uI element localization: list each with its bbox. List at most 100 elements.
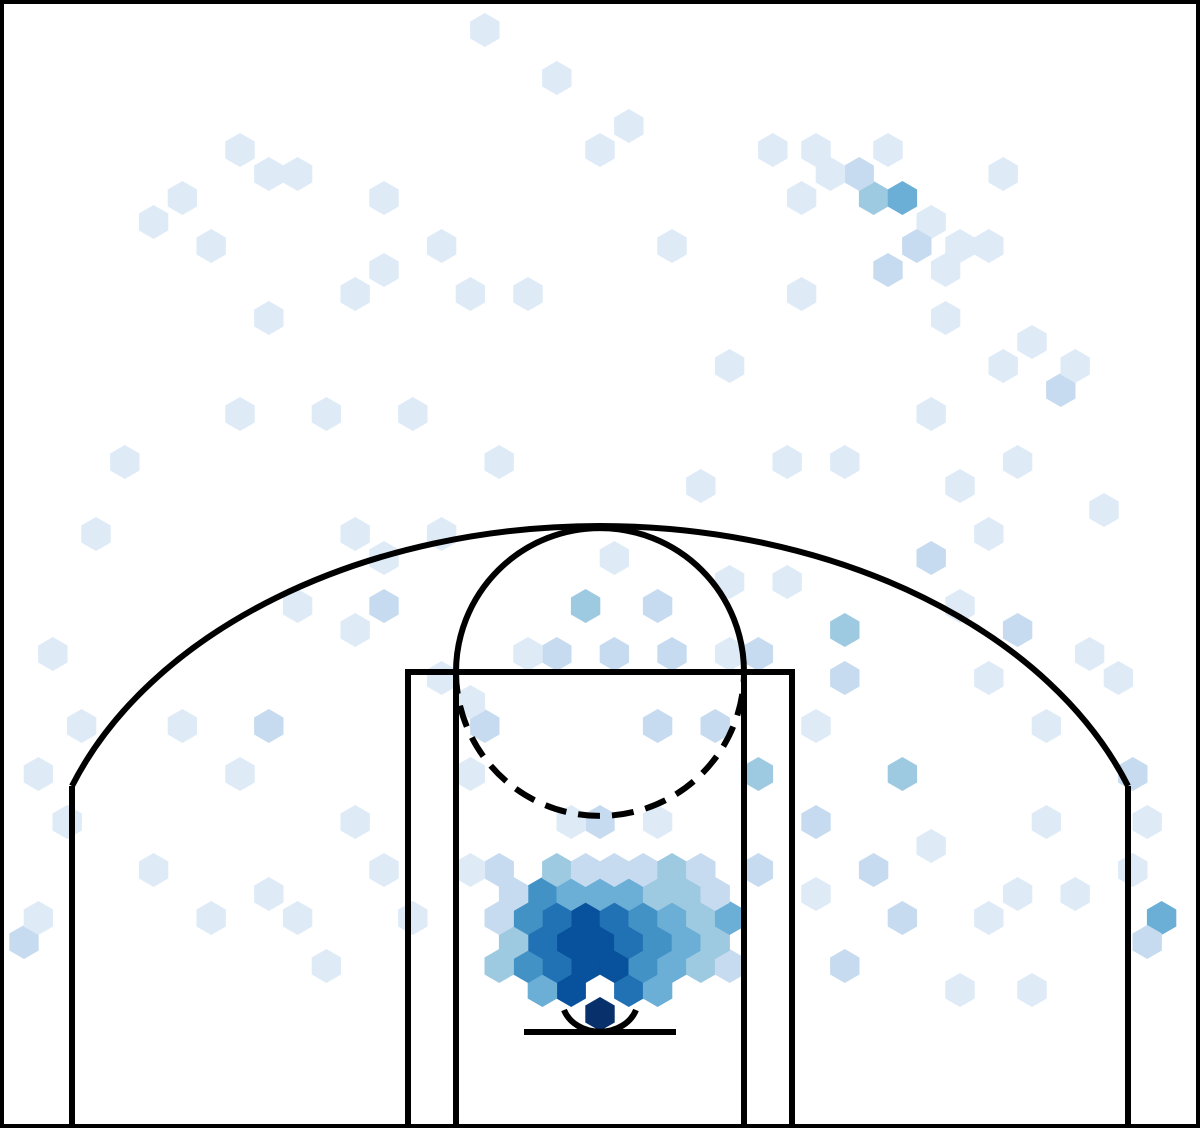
hexbin-cell — [671, 925, 702, 959]
hexbin-cell — [858, 181, 889, 215]
hexbin-cell — [282, 157, 313, 191]
hexbin-cell — [801, 133, 831, 167]
hexbin-cell — [700, 877, 730, 911]
hexbin-cell — [369, 853, 399, 887]
hexbin-cell — [830, 949, 860, 983]
hexbin-cell — [196, 229, 226, 263]
hexbin-cell — [815, 157, 846, 191]
hexbin-cell — [930, 301, 961, 335]
hexbin-cell — [700, 709, 730, 743]
hexbin-cell — [988, 349, 1018, 383]
hexbin-cell — [282, 589, 313, 623]
hexbin-cell — [714, 637, 745, 671]
hexbin-cell — [628, 853, 658, 887]
hexbin-cell — [1002, 613, 1033, 647]
hexbin-cell — [426, 661, 457, 695]
hexbin-cell — [340, 277, 370, 311]
hexbin-cell — [974, 517, 1004, 551]
hexbin-cell — [945, 469, 975, 503]
hexbin-cell — [196, 901, 226, 935]
free-throw-circle-top — [453, 525, 747, 673]
hexbin-cell — [916, 205, 946, 239]
hexbin-cell — [585, 805, 615, 839]
hexbin-cell — [614, 973, 644, 1007]
hexbin-cell — [542, 637, 572, 671]
hexbin-cell — [570, 901, 601, 935]
hexbin-cell — [513, 277, 543, 311]
hexbin-cell — [614, 877, 644, 911]
hexbin-cell — [1060, 877, 1090, 911]
hexbin-cell — [340, 805, 370, 839]
hexbin-cell — [23, 901, 54, 935]
hexbin-cell — [657, 949, 687, 983]
hexbin-cell — [657, 637, 687, 671]
hexbin-cell — [556, 877, 586, 911]
hexbin-cell — [225, 757, 255, 791]
hexbin-cell — [642, 925, 673, 959]
hexbin-cell — [484, 853, 514, 887]
hexbin-cell — [1002, 877, 1033, 911]
hexbin-cell — [369, 589, 399, 623]
hexbin-cell — [743, 757, 774, 791]
hexbin-cell — [945, 973, 975, 1007]
hexbin-cell — [527, 877, 558, 911]
hexbin-cell — [599, 853, 630, 887]
hexbin-cell — [527, 973, 558, 1007]
hexbin-cell — [614, 109, 644, 143]
hexbin-cell — [66, 709, 97, 743]
hexbin-cell — [599, 541, 630, 575]
hexbin-cell — [686, 949, 716, 983]
hexbin-cell — [254, 301, 284, 335]
hexbin-cell — [642, 877, 673, 911]
hexbin-cell — [1017, 973, 1047, 1007]
hexbin-cell — [844, 157, 874, 191]
hexbin-cell — [887, 901, 918, 935]
hexbin-cell — [657, 229, 687, 263]
hexbin-cell — [542, 61, 572, 95]
hexbin-cell — [542, 853, 572, 887]
hexbin-cell — [167, 709, 198, 743]
hexbin-cell — [225, 397, 255, 431]
hexbin-cell — [801, 877, 831, 911]
hexbin-cell — [1103, 661, 1134, 695]
hexbin-cell — [556, 925, 586, 959]
hexbin-cell — [585, 877, 615, 911]
hexbin-cell — [743, 637, 774, 671]
hexbin-cell — [498, 925, 529, 959]
hexbin-cell — [714, 901, 745, 935]
hexbin-cell — [513, 949, 543, 983]
hexbin-cell — [498, 877, 529, 911]
hexbin-cell — [758, 133, 788, 167]
hexbin-cell — [801, 805, 831, 839]
hexbin-cell — [1089, 493, 1119, 527]
hexbin-cell — [138, 205, 169, 239]
hexbin-cell — [873, 133, 903, 167]
hexbin-cell — [657, 853, 687, 887]
hexbin-cell — [772, 565, 802, 599]
hexbin-cell — [1002, 445, 1033, 479]
hexbin-cell — [830, 445, 860, 479]
hexbin-cell — [311, 397, 342, 431]
hexbin-cell — [930, 253, 961, 287]
hexbin-cell — [138, 853, 169, 887]
hexbin-cell — [527, 925, 558, 959]
hexbin-cell — [38, 637, 68, 671]
hexbin-cell — [887, 181, 918, 215]
hexbin-cell — [873, 253, 903, 287]
hexbin-cell — [772, 445, 802, 479]
hexbin-cell — [484, 949, 514, 983]
hexbin-cell — [974, 229, 1004, 263]
hexbin-cell — [1118, 853, 1148, 887]
hexbin-cell — [657, 901, 687, 935]
hexbin-cell — [902, 229, 932, 263]
hexbin-cell — [830, 661, 860, 695]
hexbin-cell — [642, 973, 673, 1007]
hexbin-cell — [110, 445, 140, 479]
hexbin-cell — [340, 517, 370, 551]
hexbin-cell — [599, 637, 630, 671]
hexbin-cell — [945, 229, 975, 263]
hexbin-cell — [1060, 349, 1090, 383]
hexbin-cell — [1132, 925, 1162, 959]
